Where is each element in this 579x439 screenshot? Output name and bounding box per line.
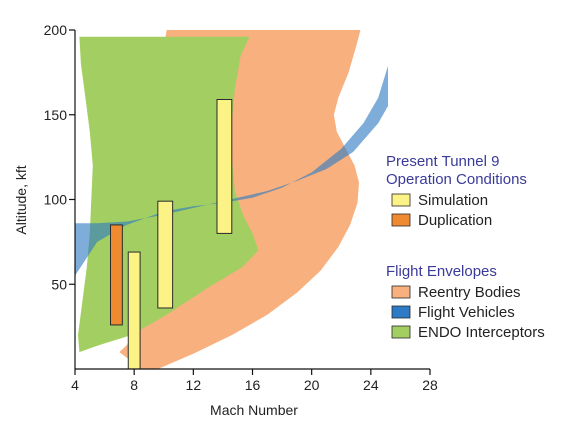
- x-tick-label: 24: [363, 377, 379, 393]
- x-ticks: 4 8 12 16 20 24 28: [71, 369, 438, 393]
- legend-swatch-duplication: [391, 213, 411, 227]
- x-tick-label: 20: [304, 377, 320, 393]
- legend-swatch-simulation: [391, 193, 411, 207]
- duplication-bar-1: [110, 224, 123, 326]
- legend-label-flight-vehicles: Flight Vehicles: [418, 304, 515, 321]
- simulation-bar-2: [157, 200, 174, 309]
- y-ticks: 50 100 150 200: [44, 22, 75, 292]
- legend-heading: Flight Envelopes: [386, 263, 497, 280]
- simulation-bar-1: [127, 251, 141, 370]
- x-tick-label: 12: [186, 377, 202, 393]
- simulation-bar-3: [216, 98, 233, 234]
- legend-swatch-reentry-bodies: [391, 285, 411, 299]
- legend-heading: Operation Conditions: [386, 171, 527, 188]
- x-tick-label: 8: [130, 377, 138, 393]
- x-axis-label: Mach Number: [210, 402, 298, 418]
- x-tick-label: 4: [71, 377, 79, 393]
- tunnel-condition-bars: [110, 98, 233, 370]
- legend-heading: Present Tunnel 9: [386, 153, 499, 170]
- y-tick-label: 200: [44, 22, 68, 38]
- y-tick-label: 150: [44, 107, 68, 123]
- y-tick-label: 100: [44, 192, 68, 208]
- y-tick-label: 50: [51, 276, 67, 292]
- legend-label-endo-interceptors: ENDO Interceptors: [418, 324, 545, 341]
- x-tick-label: 16: [245, 377, 261, 393]
- envelope-endo-interceptors: [78, 36, 259, 353]
- legend-label-simulation: Simulation: [418, 192, 488, 209]
- legend-swatch-endo-interceptors: [391, 325, 411, 339]
- legend-label-reentry-bodies: Reentry Bodies: [418, 284, 521, 301]
- flight-envelopes: [75, 30, 388, 369]
- legend-label-duplication: Duplication: [418, 212, 492, 229]
- y-axis-label: Altitude, kft: [13, 165, 29, 234]
- legend-swatch-flight-vehicles: [391, 305, 411, 319]
- x-tick-label: 28: [422, 377, 438, 393]
